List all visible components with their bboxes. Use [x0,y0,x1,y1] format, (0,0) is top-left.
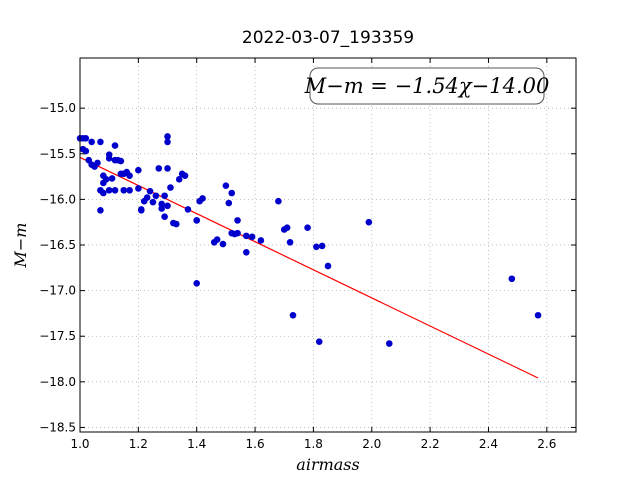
data-point [135,166,142,174]
data-point [97,138,104,146]
fit-equation-frame [309,67,545,105]
data-point [94,159,101,167]
data-point [126,172,133,179]
x-tick-label: 1.0 [70,437,89,451]
data-point [161,213,168,221]
y-tick-label: −17.5 [39,329,76,343]
y-tick-label: −16.0 [39,192,76,206]
data-point [283,224,291,231]
x-tick-label: 1.2 [129,437,148,451]
data-point [97,207,104,214]
fit-equation-label: M−m = −1.54χ−14.00 [304,74,550,98]
x-tick-label: 2.0 [362,437,381,451]
y-tick-label: −15.5 [39,147,76,161]
data-point [286,238,294,246]
data-point [152,192,160,200]
y-tick-label: −18.5 [39,420,76,434]
grid [79,58,576,432]
data-point [225,199,233,207]
data-point [158,200,165,208]
data-point [143,194,151,201]
data-point [164,165,171,172]
data-point [181,172,189,179]
data-point [155,165,163,172]
data-point [117,170,125,178]
data-point [318,242,326,250]
data-point [222,182,230,190]
data-point [100,189,107,197]
data-point [164,133,171,140]
data-point [234,217,241,224]
x-tick-label: 2.2 [421,437,440,451]
data-point [508,275,516,283]
data-point [88,138,95,146]
data-point [82,134,90,142]
chart-title: 2022-03-07_193359 [242,28,414,48]
data-point [108,175,116,182]
data-point [243,248,250,256]
data-point [82,147,90,155]
data-point [385,340,393,347]
x-tick-label: 2.4 [479,437,498,451]
data-point [164,202,171,210]
x-tick-label: 1.4 [187,437,206,451]
data-point [146,187,154,195]
data-point [534,311,542,319]
data-point [315,338,323,345]
data-point [228,189,236,197]
data-point [313,243,320,251]
data-point [365,218,373,226]
fit-equation-box: M−m = −1.54χ−14.00 [304,67,550,105]
data-point [111,142,119,149]
data-point [213,236,221,243]
x-axis-label: airmass [296,455,359,474]
data-point [304,224,311,231]
data-point [289,311,297,319]
data-point [111,186,119,194]
axis-ticks: 1.0 1.2 1.4 1.6 1.8 2.0 2.2 2.4 2.6 −15.0 −15.5 −16… [39,58,576,451]
data-point [248,233,256,241]
data-point [120,186,128,194]
data-point [102,176,110,183]
data-point [105,186,113,194]
data-point [164,138,171,146]
data-point [193,280,201,287]
data-point [193,217,201,224]
data-point [135,185,142,192]
data-point [228,229,236,237]
y-tick-label: −16.5 [39,238,76,252]
data-point [199,195,206,202]
data-point [137,207,145,214]
x-tick-label: 1.6 [246,437,265,451]
data-point [158,205,165,212]
data-point [167,184,174,191]
data-points [76,133,542,347]
data-point [117,157,125,165]
x-tick-label: 1.8 [304,437,323,451]
data-point [234,229,241,237]
data-point [219,240,227,248]
y-tick-label: −18.0 [39,375,76,389]
data-point [105,155,113,162]
data-point [172,220,180,228]
data-point [149,198,157,206]
y-tick-label: −15.0 [39,101,76,115]
data-point [243,232,250,240]
data-point [184,206,192,213]
data-point [161,192,168,200]
y-tick-label: −17.0 [39,284,76,298]
data-point [275,197,282,205]
y-axis-label: M−m [11,223,30,269]
data-point [324,262,332,270]
data-point [257,237,265,244]
data-point [175,176,183,183]
data-point [126,186,133,194]
x-tick-label: 2.6 [537,437,556,451]
